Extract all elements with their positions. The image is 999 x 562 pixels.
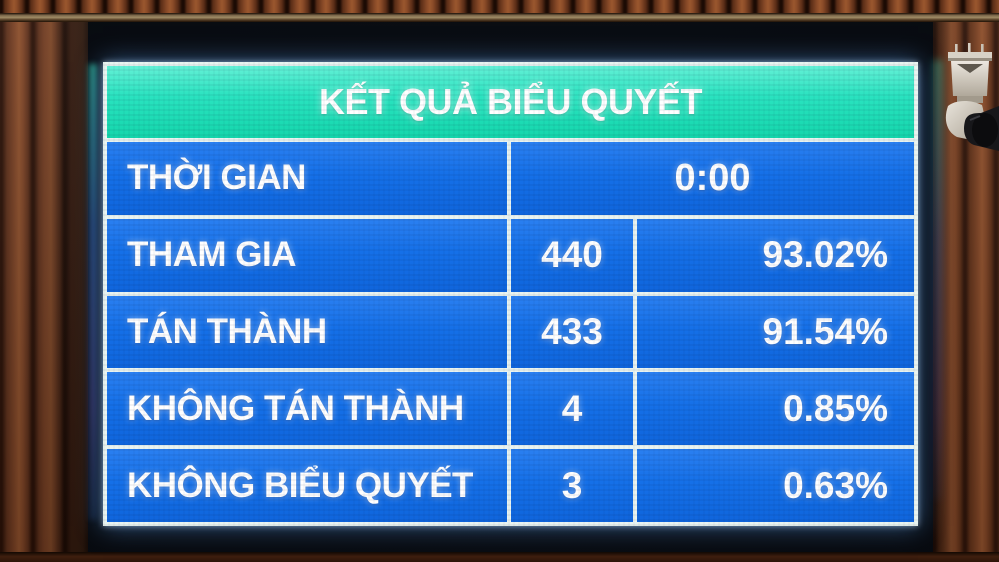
camera-mount-pin [955, 44, 958, 53]
row-tham-gia-label: THAM GIA [107, 218, 507, 292]
camera-neck [957, 96, 983, 103]
row-khong-tan-thanh-count: 4 [511, 372, 633, 446]
camera-bracket [948, 52, 992, 59]
wood-rail [0, 13, 999, 22]
camera-bracket-shadow [948, 58, 992, 61]
table-title: KẾT QUẢ BIỂU QUYẾT [107, 66, 914, 138]
row-khong-bieu-quyet-percent: 0.63% [637, 449, 914, 522]
camera-vent [957, 64, 983, 73]
camera-lens-front [972, 113, 998, 147]
row-tan-thanh-count: 433 [511, 295, 633, 369]
row-khong-bieu-quyet-count: 3 [511, 449, 633, 522]
camera-lens-highlight [969, 115, 981, 121]
row-khong-tan-thanh-percent: 0.85% [637, 372, 914, 446]
voting-results-table: KẾT QUẢ BIỂU QUYẾT THỜI GIAN 0:00 THAM G… [103, 62, 918, 526]
row-tan-thanh-percent: 91.54% [637, 295, 914, 369]
row-tan-thanh-label: TÁN THÀNH [107, 295, 507, 369]
row-khong-bieu-quyet-label: KHÔNG BIỂU QUYẾT [107, 449, 507, 522]
camera-head [951, 61, 989, 96]
row-thoi-gian-value: 0:00 [511, 142, 914, 215]
wood-panel-left [0, 0, 88, 562]
wood-panel-bottom [0, 552, 999, 562]
row-tham-gia-count: 440 [511, 218, 633, 292]
camera-mount-pin [968, 43, 971, 53]
row-thoi-gian-label: THỜI GIAN [107, 142, 507, 215]
row-tham-gia-percent: 93.02% [637, 218, 914, 292]
security-camera [945, 43, 999, 151]
camera-mount-pin [981, 44, 984, 53]
row-khong-tan-thanh-label: KHÔNG TÁN THÀNH [107, 372, 507, 446]
wood-panel-top [0, 0, 999, 22]
